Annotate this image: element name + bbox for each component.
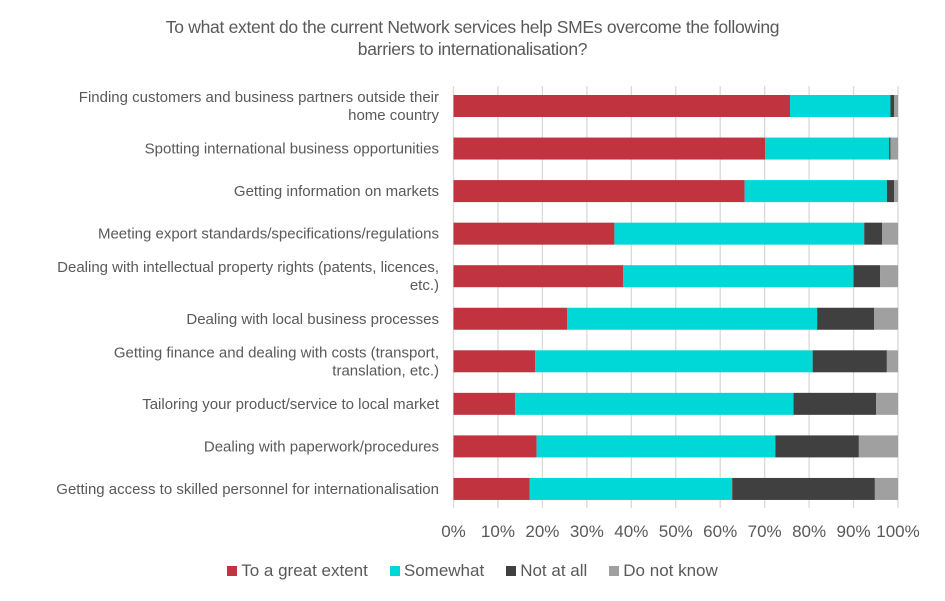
bar-segment-do-not-know (893, 180, 898, 203)
x-tick-label: 0% (441, 522, 466, 541)
bar-segment-somewhat (623, 265, 854, 288)
category-label: Spotting international business opportun… (145, 141, 439, 158)
x-tick-label: 60% (703, 522, 737, 541)
bar-segment-somewhat (515, 392, 794, 415)
bar-segment-somewhat (536, 435, 776, 458)
category-label: Getting access to skilled personnel for … (56, 481, 439, 498)
bar-group (453, 307, 898, 330)
legend-item: Do not know (609, 561, 718, 581)
bars (453, 95, 898, 500)
legend-label: Do not know (623, 561, 718, 580)
legend-item: To a great extent (227, 561, 368, 581)
bar-segment-to-a-great-extent (453, 265, 624, 288)
x-tick-label: 90% (837, 522, 871, 541)
bar-segment-to-a-great-extent (453, 95, 790, 117)
legend-swatch (506, 566, 517, 576)
x-tick-label: 50% (659, 522, 693, 541)
bar-segment-not-at-all (864, 222, 882, 245)
bar-segment-do-not-know (873, 307, 898, 330)
bar-segment-not-at-all (853, 265, 881, 288)
category-label: Getting information on markets (234, 183, 439, 200)
legend-item: Not at all (506, 561, 587, 581)
bar-group (453, 435, 898, 458)
category-label: Getting finance and dealing with costs (… (114, 344, 439, 361)
x-tick-label: 10% (481, 522, 515, 541)
bar-segment-not-at-all (889, 137, 891, 160)
bar-segment-do-not-know (880, 265, 898, 288)
legend-label: Not at all (520, 561, 588, 580)
bar-segment-not-at-all (817, 307, 874, 330)
x-axis-ticks: 0% 10% 20% 30% 40% 50% 60% 70% 80% 90% 100% (441, 522, 920, 541)
bar-segment-somewhat (567, 307, 818, 330)
bar-segment-do-not-know (881, 222, 898, 245)
bar-segment-not-at-all (886, 180, 894, 203)
legend-label: Somewhat (403, 561, 485, 580)
bar-segment-to-a-great-extent (453, 350, 536, 373)
bar-segment-somewhat (765, 137, 890, 160)
legend-label: To a great extent (241, 561, 368, 580)
bar-segment-somewhat (535, 350, 813, 373)
bar-group (453, 222, 898, 245)
bar-segment-to-a-great-extent (453, 137, 766, 160)
category-label: Tailoring your product/service to local … (142, 396, 440, 413)
x-tick-label: 40% (614, 522, 648, 541)
bar-group (453, 350, 898, 373)
bar-segment-do-not-know (893, 95, 898, 117)
x-tick-label: 30% (570, 522, 604, 541)
bar-segment-do-not-know (890, 137, 898, 160)
bar-segment-not-at-all (775, 435, 859, 458)
bar-segment-to-a-great-extent (453, 392, 516, 415)
bar-segment-to-a-great-extent (453, 222, 615, 245)
bar-segment-do-not-know (874, 477, 898, 500)
x-tick-label: 100% (876, 522, 919, 541)
bar-segment-not-at-all (812, 350, 887, 373)
bar-segment-somewhat (529, 477, 733, 500)
bar-segment-do-not-know (858, 435, 898, 458)
bar-segment-to-a-great-extent (453, 477, 530, 500)
bar-group (453, 392, 898, 415)
bar-segment-to-a-great-extent (453, 307, 568, 330)
category-label: Dealing with paperwork/procedures (204, 438, 439, 455)
bar-group (453, 477, 898, 500)
bar-segment-to-a-great-extent (453, 180, 745, 203)
bar-segment-somewhat (789, 95, 891, 117)
category-label: Meeting export standards/specifications/… (98, 226, 439, 243)
bar-segment-somewhat (744, 180, 887, 203)
x-tick-label: 70% (748, 522, 782, 541)
chart-title-line-2: barriers to internationalisation? (357, 39, 588, 59)
bar-group (453, 95, 898, 117)
chart-title-line-1: To what extent do the current Network se… (165, 17, 780, 37)
category-label: Finding customers and business partners … (79, 89, 439, 106)
category-labels: Finding customers and business partners … (56, 89, 440, 498)
bar-segment-do-not-know (886, 350, 898, 373)
category-label: Dealing with local business processes (186, 311, 439, 328)
legend-swatch (227, 566, 238, 576)
category-label: translation, etc.) (332, 362, 439, 379)
bar-group (453, 265, 898, 288)
x-tick-label: 20% (525, 522, 559, 541)
bar-segment-to-a-great-extent (453, 435, 537, 458)
bar-group (453, 180, 898, 203)
bar-group (453, 137, 898, 160)
legend-swatch (609, 566, 620, 576)
bar-segment-not-at-all (732, 477, 875, 500)
bar-segment-do-not-know (876, 392, 898, 415)
chart-title: To what extent do the current Network se… (0, 16, 945, 60)
category-label: Dealing with intellectual property right… (57, 259, 439, 276)
legend-item: Somewhat (389, 561, 485, 581)
legend: To a great extent Somewhat Not at all Do no… (0, 561, 945, 581)
bar-segment-somewhat (614, 222, 865, 245)
category-label: home country (348, 107, 439, 124)
category-label: etc.) (410, 277, 439, 294)
bar-segment-not-at-all (890, 95, 894, 117)
x-tick-label: 80% (792, 522, 826, 541)
legend-swatch (389, 566, 400, 576)
bar-segment-not-at-all (793, 392, 877, 415)
